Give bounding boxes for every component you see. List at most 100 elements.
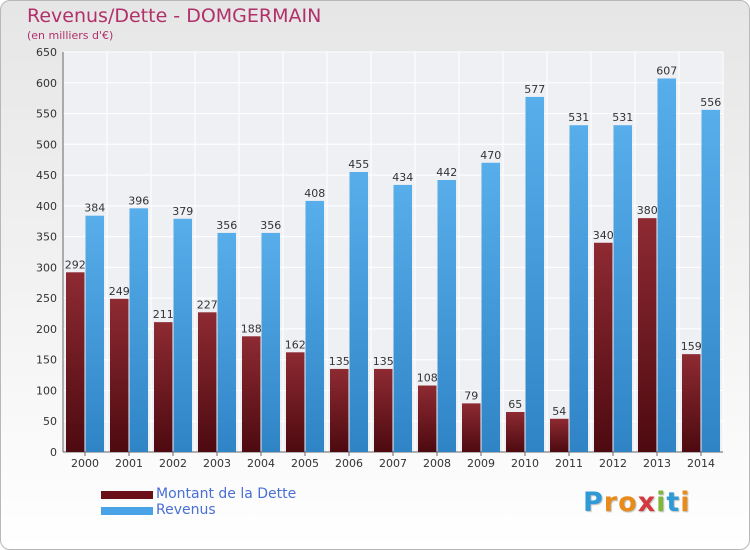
bar-debt [550,418,569,452]
logo-letter: t [666,487,681,518]
data-label-debt: 188 [241,322,262,335]
logo-letter: r [603,487,619,518]
data-label-debt: 135 [373,355,394,368]
data-label-revenue: 470 [480,149,501,162]
x-tick-label: 2001 [115,457,143,470]
data-label-debt: 380 [637,204,658,217]
x-tick-label: 2010 [511,457,539,470]
bar-debt [682,354,701,452]
x-tick-label: 2006 [335,457,363,470]
x-tick-label: 2012 [599,457,627,470]
y-tick-label: 250 [36,292,57,305]
y-tick-label: 400 [36,200,57,213]
legend-label-debt: Montant de la Dette [156,486,297,502]
x-tick-label: 2014 [687,457,715,470]
y-tick-label: 100 [36,384,57,397]
bar-debt [374,368,393,452]
x-tick-label: 2013 [643,457,671,470]
data-label-revenue: 434 [392,171,413,184]
y-tick-label: 550 [36,108,57,121]
legend-swatch-debt [101,491,153,499]
data-label-revenue: 531 [568,111,589,124]
bar-revenue [129,208,148,452]
bar-debt [462,403,481,452]
bar-debt [198,312,217,452]
y-tick-label: 450 [36,169,57,182]
data-label-debt: 292 [65,258,86,271]
logo-letter: o [618,487,638,518]
bar-revenue [393,184,412,452]
y-tick-label: 350 [36,231,57,244]
legend-swatch-revenue [101,507,153,515]
data-label-debt: 159 [681,340,702,353]
bar-debt [286,352,305,452]
data-label-debt: 340 [593,229,614,242]
legend-label-revenue: Revenus [156,502,216,518]
data-label-debt: 211 [153,308,174,321]
logo-letter: i [656,487,667,518]
data-label-revenue: 408 [304,187,325,200]
bar-debt [594,242,613,452]
bar-revenue [437,180,456,452]
data-label-revenue: 356 [216,219,237,232]
bar-revenue [261,232,280,452]
x-tick-label: 2005 [291,457,319,470]
x-tick-label: 2004 [247,457,275,470]
logo-letter: i [680,487,691,518]
bar-revenue [85,215,104,452]
data-label-revenue: 356 [260,219,281,232]
data-label-debt: 65 [508,398,522,411]
bar-revenue [613,125,632,452]
data-label-revenue: 379 [172,205,193,218]
bar-debt [242,336,261,452]
x-tick-label: 2009 [467,457,495,470]
y-tick-label: 50 [43,415,57,428]
y-tick-label: 600 [36,77,57,90]
logo-letter: x [637,487,657,518]
chart-subtitle: (en milliers d'€) [27,29,114,42]
bar-revenue [217,232,236,452]
bar-debt [638,218,657,452]
data-label-revenue: 396 [128,194,149,207]
bar-debt [110,298,129,452]
bar-revenue [173,218,192,452]
bar-revenue [525,96,544,452]
data-label-revenue: 442 [436,166,457,179]
data-label-debt: 135 [329,355,350,368]
data-label-revenue: 384 [84,202,105,215]
bar-debt [154,322,173,452]
y-tick-label: 0 [50,446,57,459]
x-tick-label: 2008 [423,457,451,470]
y-tick-label: 150 [36,354,57,367]
bar-debt [66,272,85,452]
data-label-revenue: 577 [524,83,545,96]
chart-title: Revenus/Dette - DOMGERMAIN [27,5,322,27]
data-label-revenue: 607 [656,64,677,77]
bar-debt [506,412,525,452]
x-tick-label: 2000 [71,457,99,470]
data-label-debt: 162 [285,338,306,351]
data-label-debt: 249 [109,285,130,298]
x-tick-label: 2011 [555,457,583,470]
y-tick-label: 650 [36,46,57,59]
bar-revenue [657,78,676,452]
x-tick-label: 2003 [203,457,231,470]
bar-debt [330,368,349,452]
proxiti-logo: Proxiti [583,487,691,518]
data-label-debt: 108 [417,372,438,385]
data-label-revenue: 531 [612,111,633,124]
data-label-debt: 227 [197,298,218,311]
plot-area [63,52,723,452]
x-tick-label: 2007 [379,457,407,470]
data-label-revenue: 455 [348,158,369,171]
y-tick-label: 500 [36,138,57,151]
logo-letter: P [583,487,604,518]
bar-revenue [349,172,368,452]
bar-revenue [701,109,720,452]
data-label-revenue: 556 [700,96,721,109]
y-tick-label: 300 [36,261,57,274]
data-label-debt: 54 [552,405,566,418]
bar-revenue [481,162,500,452]
